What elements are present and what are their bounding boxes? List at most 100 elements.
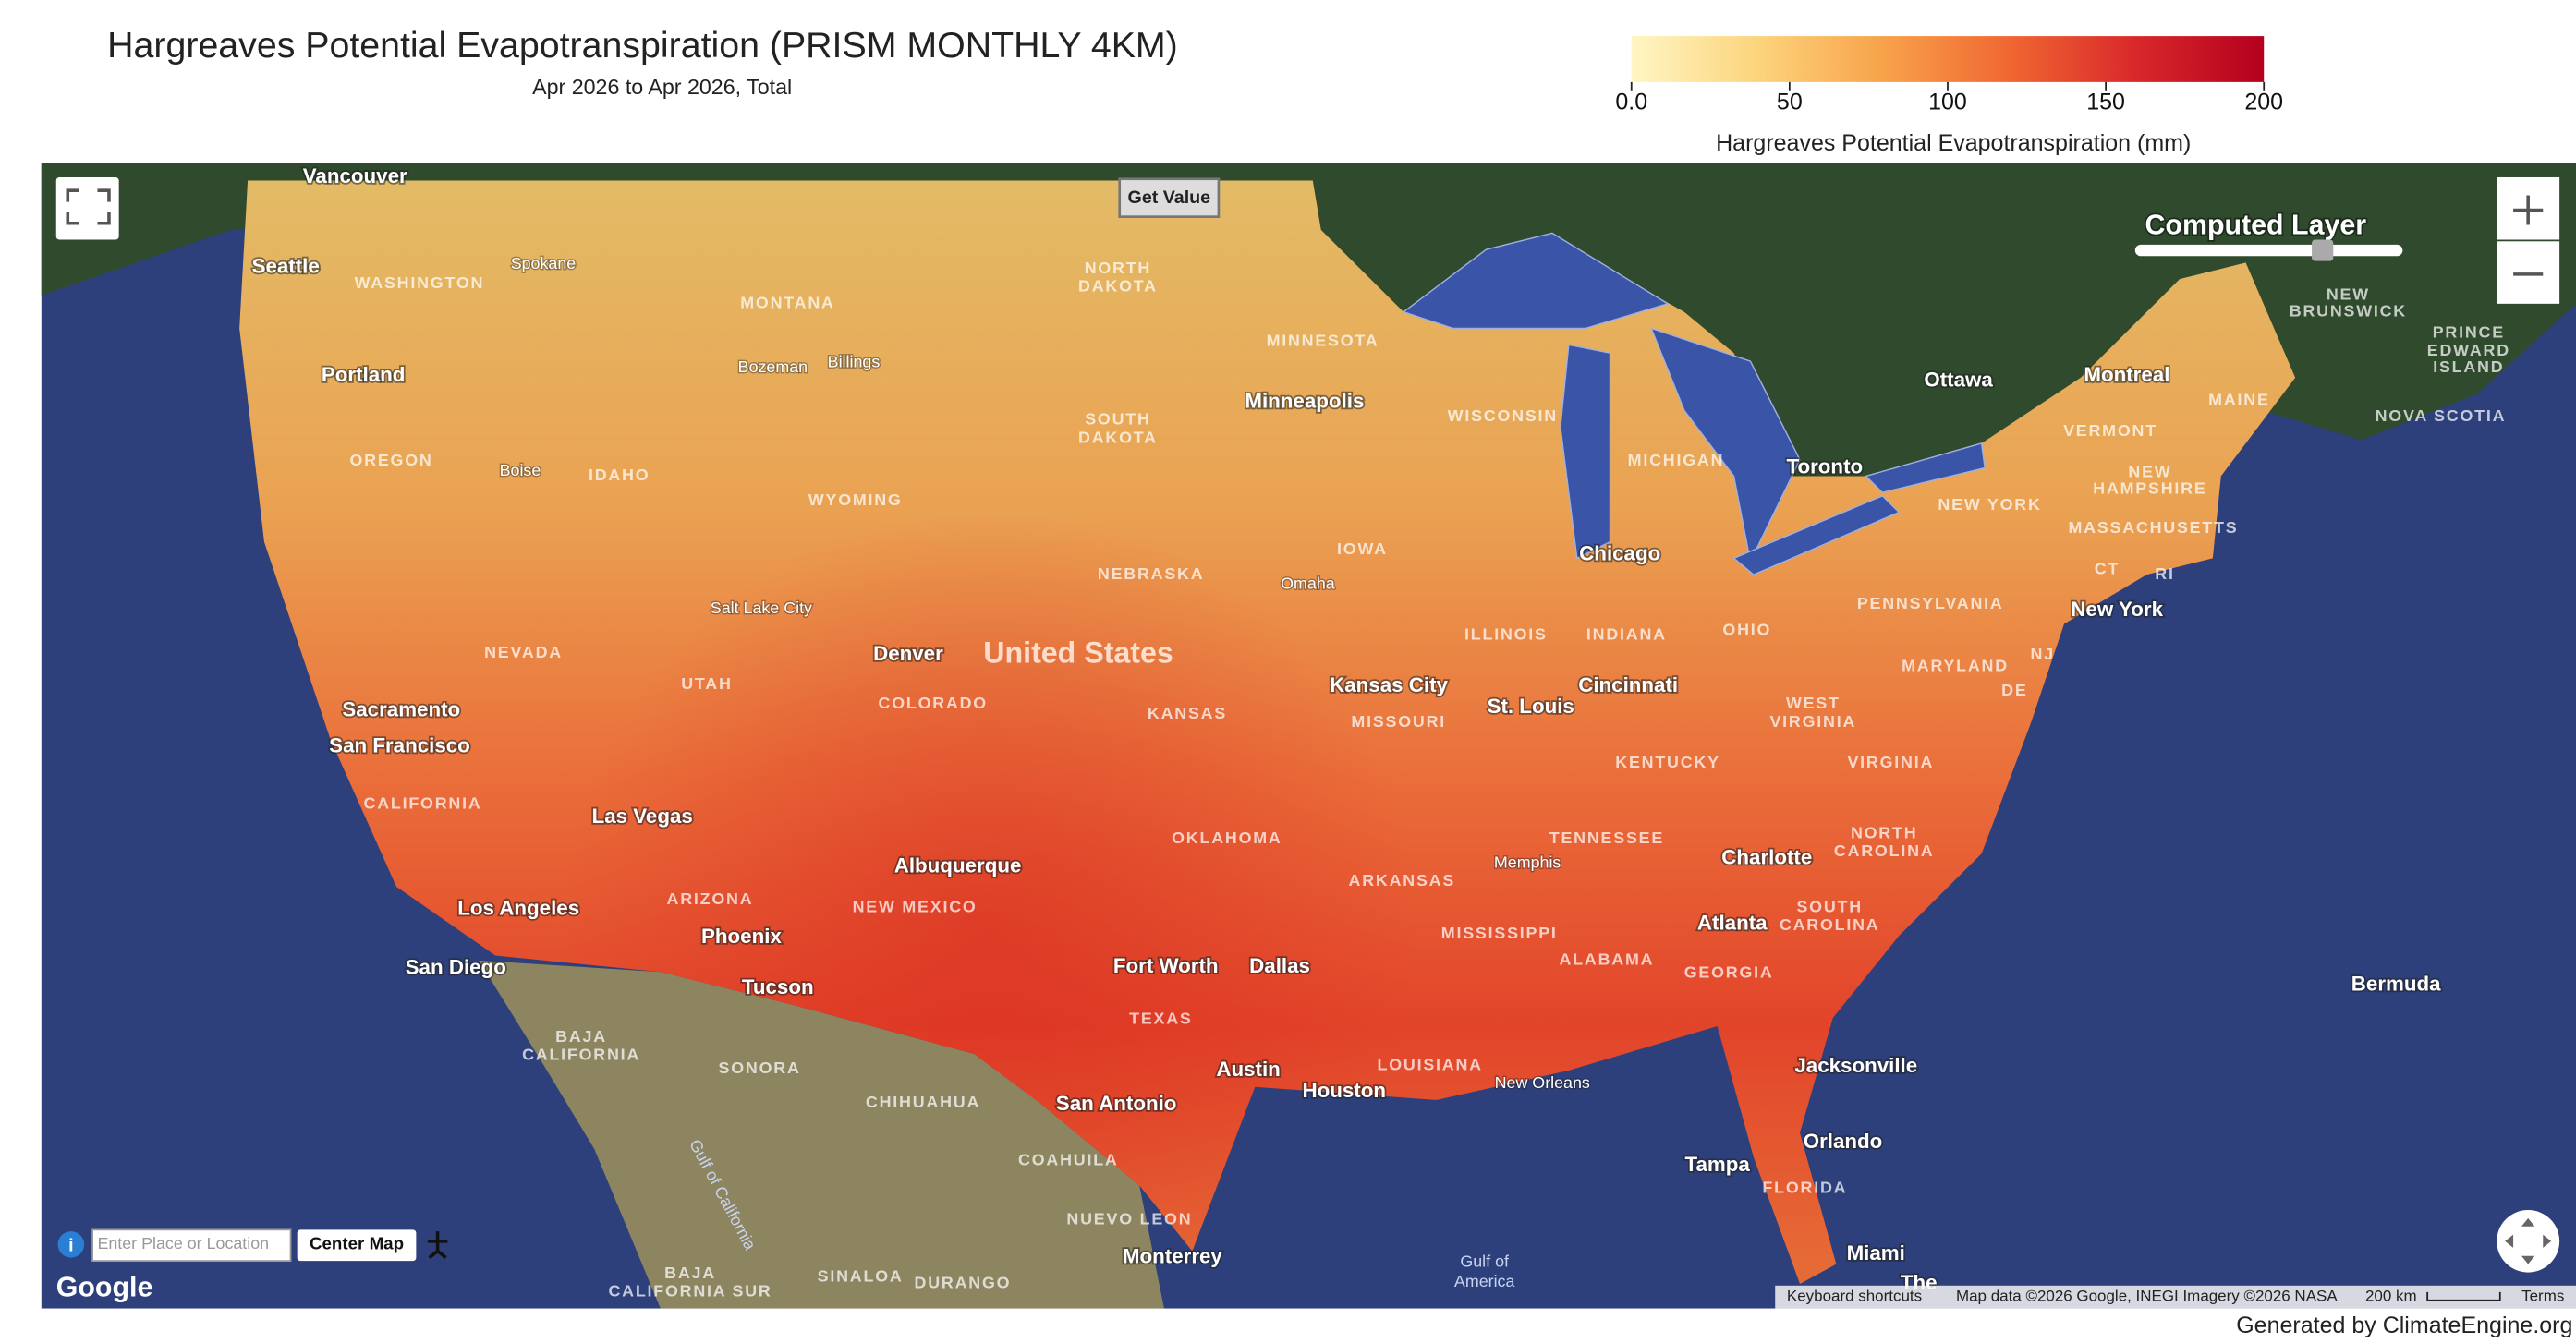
place-label: Las Vegas [592,805,693,828]
place-label: PRINCE [2433,323,2505,342]
place-label: SONORA [719,1059,801,1077]
place-label: TEXAS [1129,1010,1192,1028]
place-label: Portland [322,363,406,386]
conus-hotspot [239,180,2296,1285]
fullscreen-button[interactable] [55,176,119,240]
place-label: INDIANA [1586,625,1667,644]
place-label: OREGON [350,451,433,469]
colorbar-tick-label: 50 [1777,90,1803,115]
place-label: Chicago [1579,542,1660,565]
place-label: LOUISIANA [1378,1055,1483,1073]
place-label: Bermuda [2351,972,2441,995]
place-label: Monterrey [1123,1244,1223,1267]
layer-title: Computed Layer [2145,210,2366,240]
place-label: MASSACHUSETTS [2068,518,2238,537]
place-label: Denver [873,642,943,665]
colorbar-tick-label: 100 [1928,90,1967,115]
place-label: Sacramento [342,698,460,721]
place-label: MARYLAND [1902,656,2009,674]
zoom-out[interactable] [2497,241,2560,304]
colorbar-tick-label: 200 [2244,90,2283,115]
place-label: Bozeman [738,357,808,376]
place-label: MISSISSIPPI [1441,924,1558,942]
colorbar: Hargreaves Potential Evapotranspiration … [1615,36,2283,156]
place-label: WASHINGTON [355,273,485,292]
place-label: BRUNSWICK [2290,301,2407,320]
place-label: DE [2001,681,2027,699]
place-label: EDWARD [2427,341,2510,359]
place-label: Albuquerque [894,853,1022,877]
place-label: KENTUCKY [1615,753,1720,771]
place-label: NEW [2128,463,2171,481]
place-label: Montreal [2084,363,2169,386]
place-label: WYOMING [808,490,903,509]
place-label: CAROLINA [1834,841,1935,860]
place-label: DAKOTA [1078,277,1158,296]
place-label: San Francisco [329,734,470,757]
place-label: NUEVO LEON [1066,1209,1192,1228]
place-label: WEST [1786,694,1841,712]
keyboard-shortcuts[interactable]: Keyboard shortcuts [1787,1288,1922,1305]
place-label: Minneapolis [1245,389,1364,412]
place-label: NEW [2327,285,2370,304]
place-label: GEORGIA [1684,963,1774,982]
zoom-in[interactable] [2497,176,2560,240]
mexico [479,960,1164,1309]
place-label: TENNESSEE [1549,829,1664,847]
place-label: BAJA [555,1027,607,1046]
place-label: CHIHUAHUA [866,1093,980,1111]
anchor-icon[interactable] [427,1231,448,1259]
place-label: Ottawa [1924,368,1993,391]
place-label: RI [2155,564,2174,583]
place-label: St. Louis [1488,695,1574,718]
place-label: Tampa [1685,1153,1751,1176]
title: Hargreaves Potential Evapotranspiration … [107,26,1178,66]
compass-button[interactable] [2497,1210,2560,1273]
place-label: Dallas [1249,954,1310,977]
place-label: OKLAHOMA [1172,829,1282,847]
search-box[interactable]: Enter Place or Location [91,1228,292,1263]
place-label: MICHIGAN [1628,451,1725,469]
place-label: Los Angeles [457,897,579,920]
place-label: New York [2071,598,2163,621]
place-label: CALIFORNIA [364,794,482,813]
place-label: NOVA SCOTIA [2376,406,2507,425]
colorbar-ramp [1631,36,2265,82]
search-placeholder: Enter Place or Location [97,1234,269,1252]
place-label: New Orleans [1495,1073,1590,1092]
footer: Generated by ClimateEngine.org [2236,1313,2572,1338]
get-value-button[interactable]: Get Value [1118,177,1221,218]
place-label: UTAH [681,674,732,693]
terms[interactable]: Terms [2521,1288,2564,1305]
place-label: WISCONSIN [1448,406,1558,425]
place-label: KANSAS [1148,704,1227,722]
place-label: PENNSYLVANIA [1857,594,2004,612]
place-label: ARKANSAS [1349,871,1456,889]
opacity-slider[interactable] [2134,239,2403,261]
colorbar-label: Hargreaves Potential Evapotranspiration … [1716,130,2191,156]
place-label: San Antonio [1056,1092,1177,1115]
place-label: NEW YORK [1938,495,2041,514]
colorbar-tick-label: 150 [2086,90,2125,115]
great-lakes [1402,232,1986,575]
place-label: DURANGO [915,1274,1012,1292]
place-label: MISSOURI [1351,712,1446,731]
center-map-button[interactable]: Center Map [297,1229,417,1262]
subtitle: Apr 2026 to Apr 2026, Total [532,75,792,99]
place-label: ALABAMA [1560,950,1655,969]
place-label: Fort Worth [1113,954,1219,977]
place-label: VIRGINIA [1847,753,1934,771]
place-label: OHIO [1722,620,1771,638]
place-label: Atlanta [1697,912,1768,935]
place-label: ILLINOIS [1464,625,1548,644]
place-label: United States [983,636,1173,670]
place-label: Kansas City [1330,673,1448,696]
place-label: Vancouver [303,164,407,188]
canada [41,162,2576,542]
place-label: CT [2095,560,2120,578]
place-label: MINNESOTA [1267,331,1379,349]
info-icon[interactable] [57,1231,85,1258]
place-label: ARIZONA [667,889,754,908]
place-label: COLORADO [879,694,988,712]
place-label: Cincinnati [1578,673,1678,696]
